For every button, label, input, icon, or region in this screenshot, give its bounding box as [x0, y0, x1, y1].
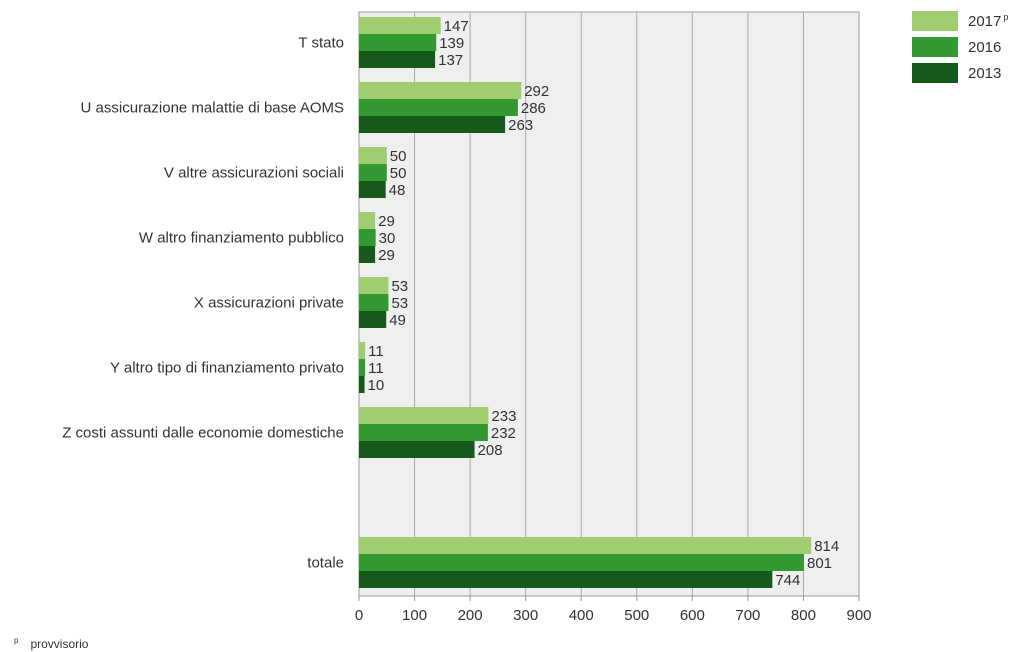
- value-label-2016-2: 50: [390, 165, 407, 182]
- value-label-2017-1: 292: [524, 83, 549, 100]
- legend-label-2013: 2013: [968, 64, 1002, 82]
- x-tick-label-0: 0: [355, 607, 363, 624]
- bar-2013-0: [359, 51, 436, 68]
- legend-item-2017: 2017 p: [912, 10, 1008, 32]
- value-label-2017-6: 233: [491, 408, 516, 425]
- value-label-2017-4: 53: [391, 278, 408, 295]
- bar-2016-1: [359, 99, 518, 116]
- value-label-2016-5: 11: [368, 360, 384, 377]
- bar-2016-6: [359, 424, 488, 441]
- category-label-5: Y altro tipo di finanziamento privato: [110, 360, 344, 377]
- category-label-4: X assicurazioni private: [194, 295, 344, 312]
- x-tick-label-3: 300: [513, 607, 538, 624]
- footnote-marker: p: [14, 636, 19, 645]
- bar-2016-5: [359, 359, 366, 376]
- legend-label-2016: 2016: [968, 38, 1002, 56]
- bar-2016-3: [359, 229, 376, 246]
- value-label-2013-7: 744: [775, 572, 800, 589]
- value-label-2016-7: 801: [807, 555, 832, 572]
- category-label-1: U assicurazione malattie di base AOMS: [81, 100, 344, 117]
- bar-2016-0: [359, 34, 437, 51]
- bar-2016-7: [359, 554, 804, 571]
- value-label-2013-2: 48: [389, 182, 406, 199]
- value-label-2013-1: 263: [508, 117, 533, 134]
- category-label-6: Z costi assunti dalle economie domestich…: [62, 425, 344, 442]
- x-tick-label-9: 900: [846, 607, 871, 624]
- x-tick-label-8: 800: [791, 607, 816, 624]
- bar-2017-0: [359, 17, 441, 34]
- bar-2013-7: [359, 571, 773, 588]
- value-label-2017-3: 29: [378, 213, 395, 230]
- bar-2013-5: [359, 376, 365, 393]
- bar-2017-4: [359, 277, 389, 294]
- legend-item-2013: 2013: [912, 62, 1008, 84]
- legend: 2017 p 2016 2013: [912, 10, 1008, 88]
- value-label-2017-0: 147: [444, 18, 469, 35]
- bar-2017-5: [359, 342, 366, 359]
- footnote: p provvisorio: [14, 636, 88, 651]
- value-label-2016-1: 286: [521, 100, 546, 117]
- bar-2016-2: [359, 164, 387, 181]
- value-label-2013-5: 10: [368, 377, 385, 394]
- value-label-2016-4: 53: [391, 295, 408, 312]
- legend-sup-2017: p: [1003, 12, 1009, 22]
- bar-2017-2: [359, 147, 387, 164]
- bars: [359, 17, 812, 588]
- value-label-2017-2: 50: [390, 148, 407, 165]
- legend-swatch-2017: [912, 11, 958, 31]
- x-tick-label-2: 200: [458, 607, 483, 624]
- category-label-2: V altre assicurazioni sociali: [164, 165, 344, 182]
- value-label-2017-5: 11: [368, 343, 384, 360]
- value-label-2016-6: 232: [491, 425, 516, 442]
- bar-2013-1: [359, 116, 506, 133]
- bar-2013-6: [359, 441, 475, 458]
- value-label-2013-0: 137: [438, 52, 463, 69]
- x-tick-label-6: 600: [680, 607, 705, 624]
- value-label-2013-4: 49: [389, 312, 406, 329]
- value-label-2016-3: 30: [379, 230, 396, 247]
- x-tick-label-7: 700: [735, 607, 760, 624]
- category-label-3: W altro finanziamento pubblico: [139, 230, 344, 247]
- bar-2017-1: [359, 82, 522, 99]
- x-tick-label-1: 100: [402, 607, 427, 624]
- legend-label-2017: 2017 p: [968, 12, 1009, 30]
- category-label-0: T stato: [298, 35, 344, 52]
- value-label-2013-6: 208: [478, 442, 503, 459]
- bar-2016-4: [359, 294, 389, 311]
- legend-swatch-2016: [912, 37, 958, 57]
- value-label-2013-3: 29: [378, 247, 395, 264]
- bar-2013-4: [359, 311, 387, 328]
- legend-item-2016: 2016: [912, 36, 1008, 58]
- value-label-2017-7: 814: [814, 538, 839, 555]
- value-label-2016-0: 139: [439, 35, 464, 52]
- bar-2017-3: [359, 212, 376, 229]
- bar-2017-7: [359, 537, 812, 554]
- x-tick-label-5: 500: [624, 607, 649, 624]
- footnote-text: provvisorio: [30, 637, 89, 651]
- bar-2013-2: [359, 181, 386, 198]
- category-label-7: totale: [307, 555, 344, 572]
- x-tick-label-4: 400: [569, 607, 594, 624]
- legend-swatch-2013: [912, 63, 958, 83]
- bar-2013-3: [359, 246, 376, 263]
- bar-2017-6: [359, 407, 489, 424]
